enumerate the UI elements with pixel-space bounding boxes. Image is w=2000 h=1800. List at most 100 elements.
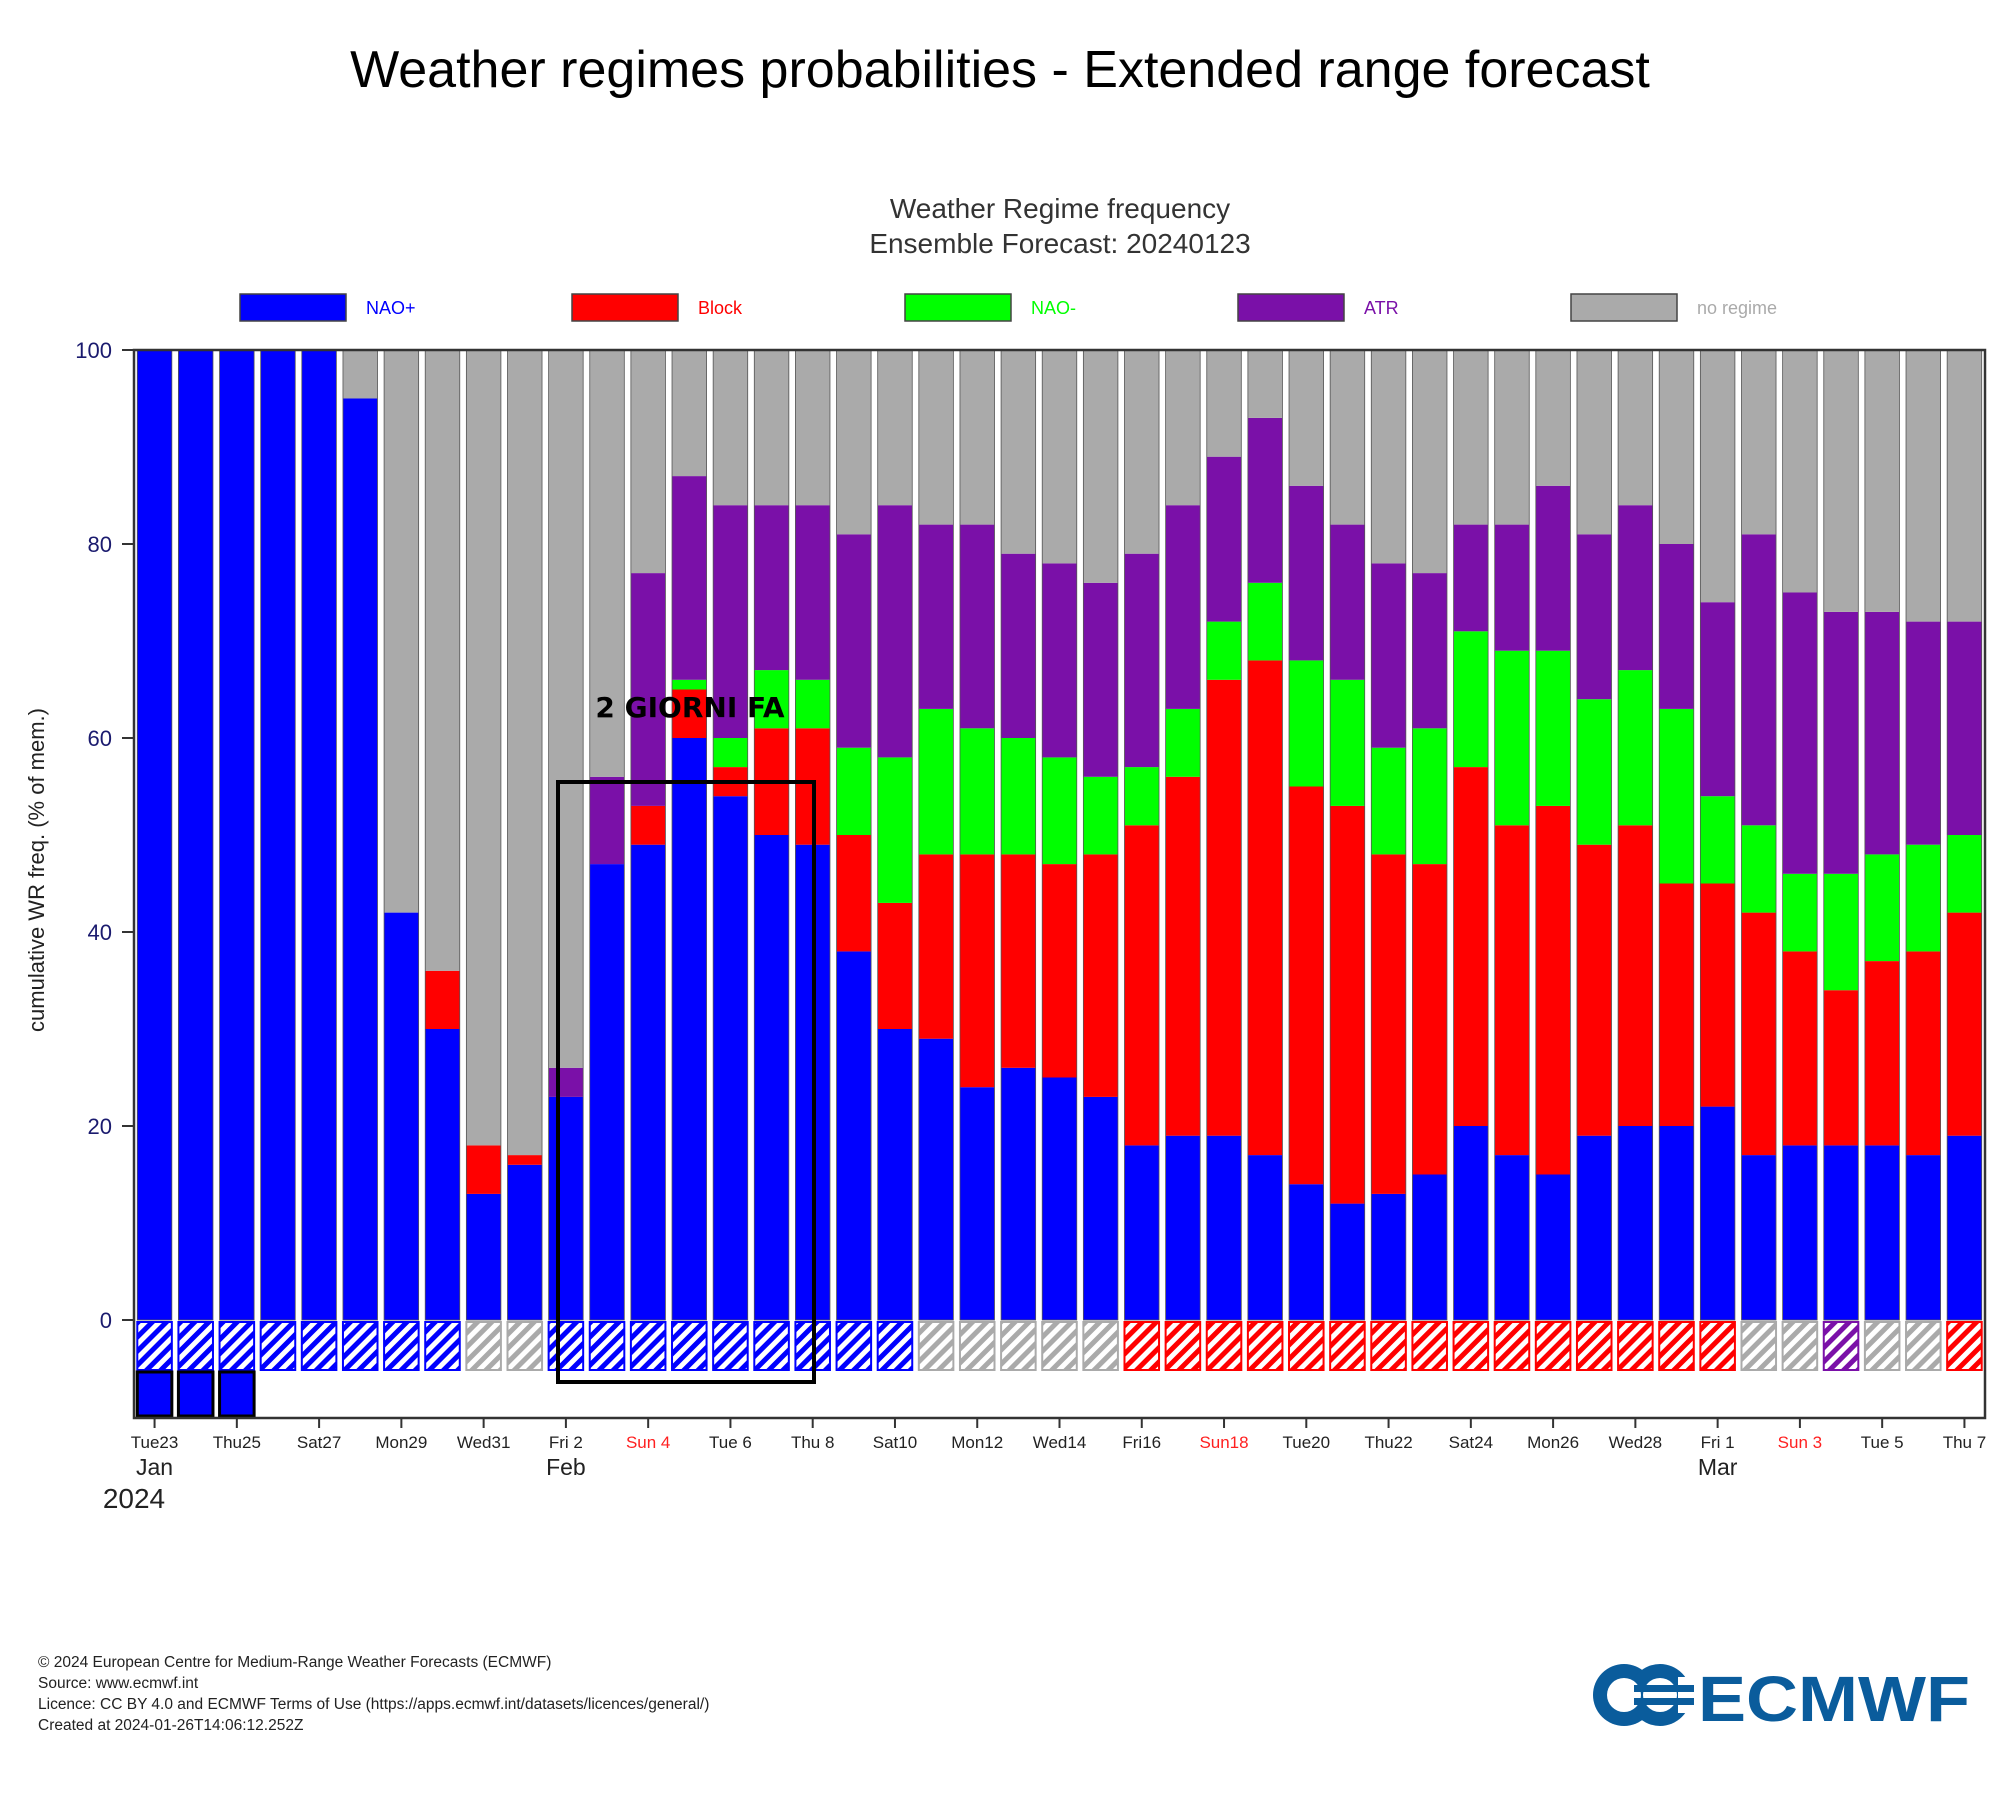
y-tick-label-60: 60 [88, 726, 112, 751]
bar-atr-Mon26 [1535, 485, 1571, 651]
bar-atr-Sun11 [918, 524, 954, 709]
dominant-marker-Wed28 [1617, 1321, 1654, 1371]
bar-nao-Tue27 [1576, 699, 1612, 845]
bar-nao-Mon12 [959, 728, 995, 855]
bar-block-Sun11 [918, 854, 954, 1039]
bar-no-regime-Sun18 [1206, 350, 1242, 457]
bar-nao-Sat3 [589, 864, 625, 1320]
footer: © 2024 European Centre for Medium-Range … [38, 1652, 709, 1736]
bar-nao-Tue6 [713, 796, 748, 1320]
bar-nao-Sun4 [630, 844, 666, 1320]
bar-block-Thu1 [507, 1155, 543, 1165]
x-tick-label-4: Wed31 [457, 1433, 511, 1452]
bar-nao-Thu8 [795, 679, 830, 729]
bar-atr-Fri1 [1700, 602, 1735, 797]
bar-block-Sun25 [1494, 825, 1530, 1156]
bar-nao-Sat17 [1165, 1135, 1201, 1320]
bar-no-regime-Tue13 [1001, 350, 1036, 554]
bar-nao-Fri16 [1124, 1145, 1160, 1320]
x-tick-label-14: Tue20 [1283, 1433, 1331, 1452]
dominant-marker-Mon5 [671, 1321, 708, 1371]
legend-swatch-atr [1237, 293, 1345, 322]
bar-no-regime-Sat2 [1741, 350, 1777, 535]
dominant-marker-Wed14 [1041, 1321, 1078, 1371]
bar-block-Sat2 [1741, 912, 1777, 1156]
bar-nao-Mon26 [1535, 650, 1571, 806]
bar-no-regime-Sun28 [342, 350, 378, 399]
dominant-marker-Sat2 [1740, 1321, 1778, 1371]
bar-nao-Tue13 [1001, 738, 1036, 855]
bar-no-regime-Tue5 [1864, 350, 1900, 612]
bar-atr-Fri9 [836, 534, 872, 748]
bar-no-regime-Thu8 [795, 350, 830, 506]
dominant-marker-Mon29 [383, 1321, 420, 1371]
bar-nao-Thu1 [507, 1164, 543, 1320]
bar-atr-Tue13 [1001, 553, 1036, 738]
bar-nao-Wed24 [178, 350, 213, 1320]
dominant-marker-Sun28 [341, 1321, 379, 1371]
bar-nao-Sat10 [877, 1029, 913, 1320]
bar-nao-Sat2 [1741, 825, 1777, 913]
bar-atr-Sat17 [1165, 505, 1201, 709]
bar-block-Tue13 [1001, 854, 1036, 1068]
bar-nao-Mon5 [672, 679, 707, 690]
dominant-marker-Sat17 [1164, 1321, 1202, 1371]
bar-no-regime-Tue27 [1576, 350, 1612, 535]
bar-atr-Sun3 [1782, 592, 1818, 874]
bar-block-Mon5 [672, 689, 707, 738]
bar-no-regime-Mon5 [672, 350, 707, 477]
bar-no-regime-Thu7 [1947, 350, 1982, 622]
bar-atr-Mon4 [1823, 611, 1859, 874]
bar-no-regime-Sat10 [877, 350, 913, 506]
bar-nao-Wed6 [1906, 844, 1941, 952]
bar-atr-Mon5 [672, 476, 707, 680]
bar-no-regime-Wed31 [466, 350, 501, 1146]
bar-no-regime-Fri16 [1124, 350, 1160, 554]
bar-block-Wed28 [1618, 825, 1653, 1126]
dominant-marker-Wed6 [1905, 1321, 1942, 1371]
legend-label-nao: NAO- [1031, 298, 1076, 318]
legend-label-block: Block [698, 298, 743, 318]
bar-block-Mon26 [1535, 805, 1571, 1175]
bar-nao-Wed7 [754, 670, 789, 729]
bar-no-regime-Sun4 [630, 350, 666, 574]
dominant-marker-Wed7 [753, 1321, 790, 1371]
y-tick-label-40: 40 [88, 920, 112, 945]
bar-atr-Wed14 [1042, 563, 1077, 758]
bar-no-regime-Wed7 [754, 350, 789, 506]
bar-nao-Sun25 [1494, 1155, 1530, 1320]
bar-atr-Thu29 [1659, 544, 1694, 709]
dominant-marker-Mon4 [1822, 1321, 1860, 1371]
x-tick-label-8: Thu 8 [791, 1433, 834, 1452]
bar-nao-Mon4 [1823, 1145, 1859, 1320]
dominant-marker-Thu15 [1082, 1321, 1119, 1371]
dominant-regime-markers [135, 1321, 1983, 1418]
bar-nao-Sun3 [1782, 873, 1818, 952]
bar-block-Sun3 [1782, 951, 1818, 1146]
bar-no-regime-Sat3 [589, 350, 625, 777]
dominant-marker-Mon12 [958, 1321, 996, 1371]
bar-atr-Fri23 [1412, 573, 1447, 729]
x-tick-label-2: Sat27 [297, 1433, 341, 1452]
bar-block-Thu29 [1659, 883, 1694, 1126]
bar-nao-Thu15 [1083, 1096, 1118, 1320]
bar-no-regime-Sat17 [1165, 350, 1201, 506]
bar-block-Wed6 [1906, 951, 1941, 1156]
dominant-marker-Tue13 [1000, 1321, 1037, 1371]
bar-nao-Sun11 [918, 1038, 954, 1320]
bar-nao-Fri9 [836, 747, 872, 835]
x-tick-label-0: Tue23 [131, 1433, 179, 1452]
x-tick-label-20: Sun 3 [1778, 1433, 1822, 1452]
dominant-marker-Sat10 [876, 1321, 914, 1371]
bar-no-regime-Wed14 [1042, 350, 1077, 564]
bar-no-regime-Thu29 [1659, 350, 1694, 544]
bar-nao-Sat17 [1165, 708, 1201, 777]
bar-nao-Mon26 [1535, 1174, 1571, 1320]
x-tick-label-1: Thu25 [213, 1433, 261, 1452]
y-tick-label-0: 0 [100, 1308, 112, 1333]
bar-nao-Fri23 [1412, 728, 1447, 865]
bar-nao-Sat2 [1741, 1155, 1777, 1320]
legend-swatch-nao [904, 293, 1012, 322]
bar-nao-Fri9 [836, 951, 872, 1320]
